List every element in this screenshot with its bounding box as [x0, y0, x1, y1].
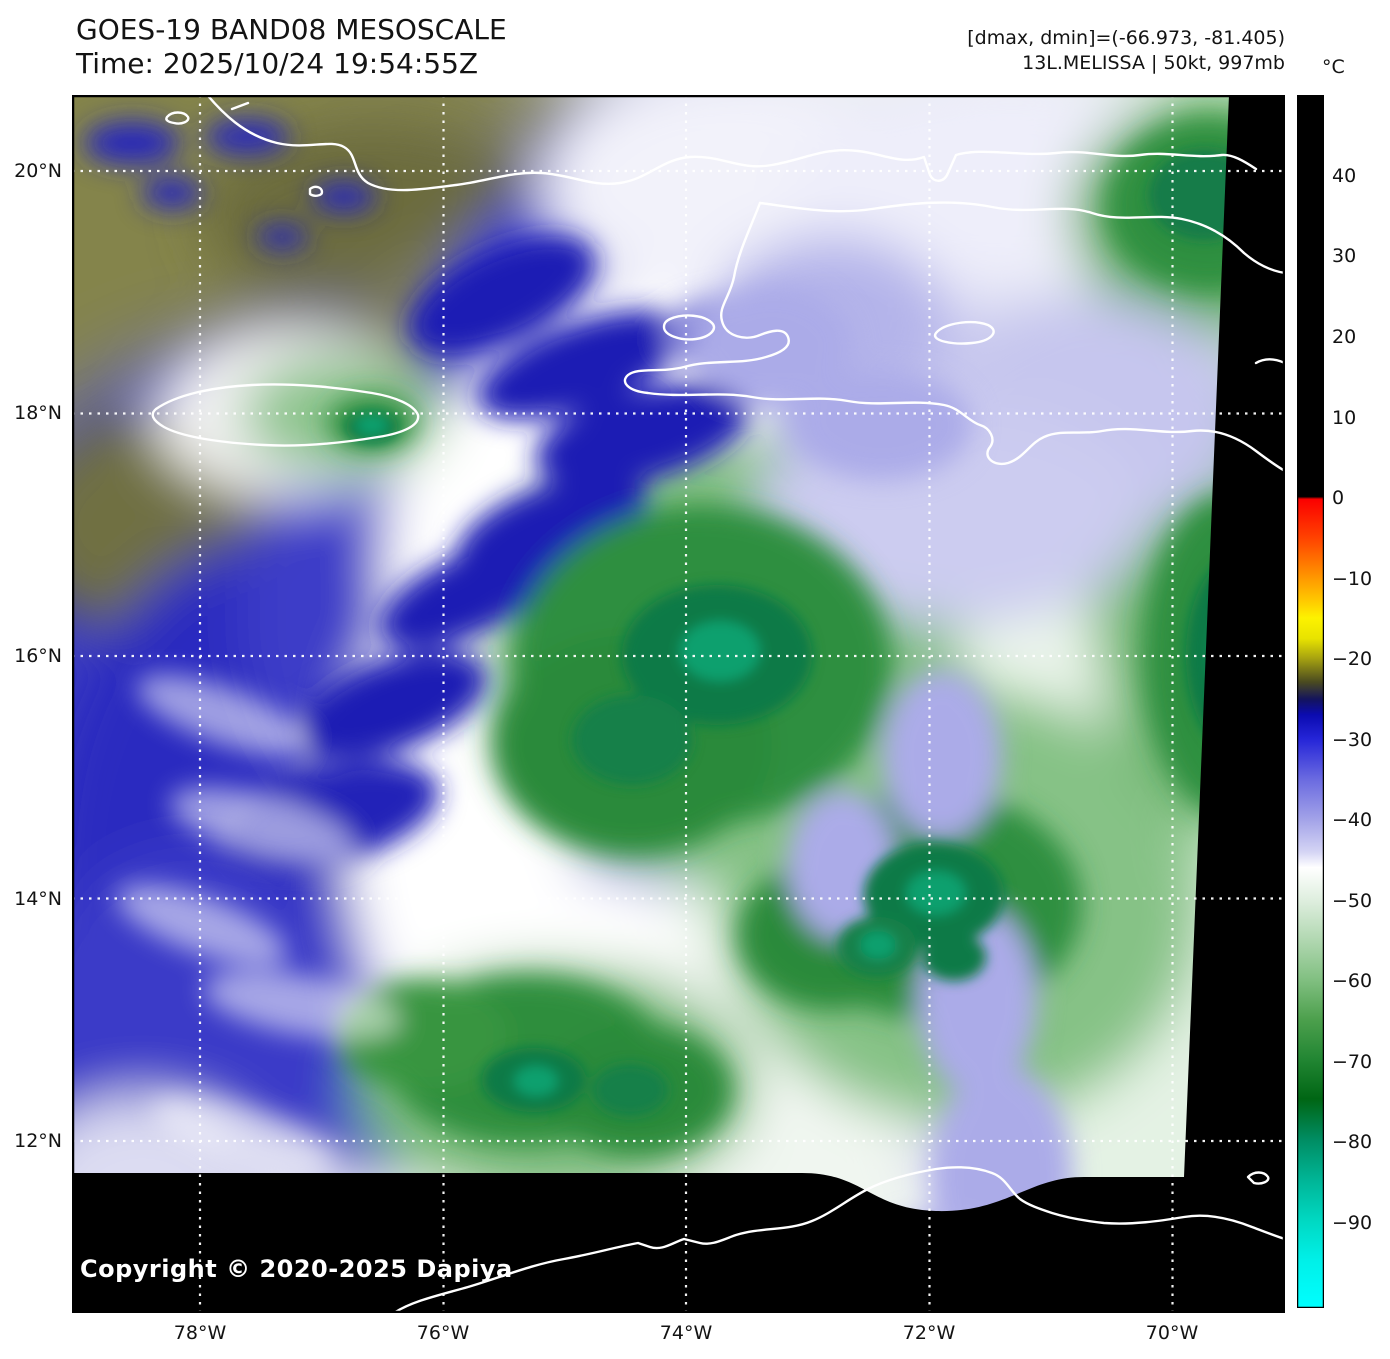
cloud-field — [72, 95, 1285, 1313]
lat-label-18n: 18°N — [14, 402, 62, 424]
copyright-watermark: Copyright © 2020-2025 Dapiya — [80, 1255, 513, 1283]
cb-tick-30: 30 — [1332, 245, 1357, 267]
cb-tick-m90: −90 — [1332, 1212, 1373, 1234]
colorbar-gradient — [1296, 94, 1325, 1309]
figure-timestamp: Time: 2025/10/24 19:54:55Z — [76, 47, 479, 80]
cb-tick-m70: −70 — [1332, 1051, 1373, 1073]
cb-tick-20: 20 — [1332, 326, 1357, 348]
temperature-colorbar — [1296, 94, 1325, 1309]
no-data-region — [72, 95, 1285, 1313]
lon-label-74w: 74°W — [659, 1322, 713, 1344]
lon-label-70w: 70°W — [1145, 1322, 1199, 1344]
figure-title: GOES-19 BAND08 MESOSCALE — [76, 13, 507, 46]
dmax-dmin-readout: [dmax, dmin]=(-66.973, -81.405) — [967, 27, 1285, 49]
cb-tick-m50: −50 — [1332, 890, 1373, 912]
cb-tick-m20: −20 — [1332, 648, 1373, 670]
lat-label-20n: 20°N — [14, 160, 62, 182]
cb-tick-m60: −60 — [1332, 970, 1373, 992]
lon-label-72w: 72°W — [902, 1322, 956, 1344]
cb-tick-0: 0 — [1332, 487, 1345, 509]
lon-label-78w: 78°W — [173, 1322, 227, 1344]
lat-label-14n: 14°N — [14, 888, 62, 910]
cb-tick-m40: −40 — [1332, 809, 1373, 831]
cb-tick-40: 40 — [1332, 165, 1357, 187]
colorbar-unit-label: °C — [1322, 56, 1345, 78]
lat-label-16n: 16°N — [14, 645, 62, 667]
coastlines — [151, 95, 1285, 1313]
cb-tick-m30: −30 — [1332, 729, 1373, 751]
satellite-map: Copyright © 2020-2025 Dapiya — [72, 95, 1285, 1313]
satellite-image — [72, 95, 1285, 1313]
cb-tick-10: 10 — [1332, 407, 1357, 429]
map-frame — [72, 95, 1285, 1313]
storm-info-readout: 13L.MELISSA | 50kt, 997mb — [1022, 52, 1285, 74]
lat-label-12n: 12°N — [14, 1130, 62, 1152]
lon-label-76w: 76°W — [416, 1322, 470, 1344]
cb-tick-m10: −10 — [1332, 568, 1373, 590]
cb-tick-m80: −80 — [1332, 1131, 1373, 1153]
